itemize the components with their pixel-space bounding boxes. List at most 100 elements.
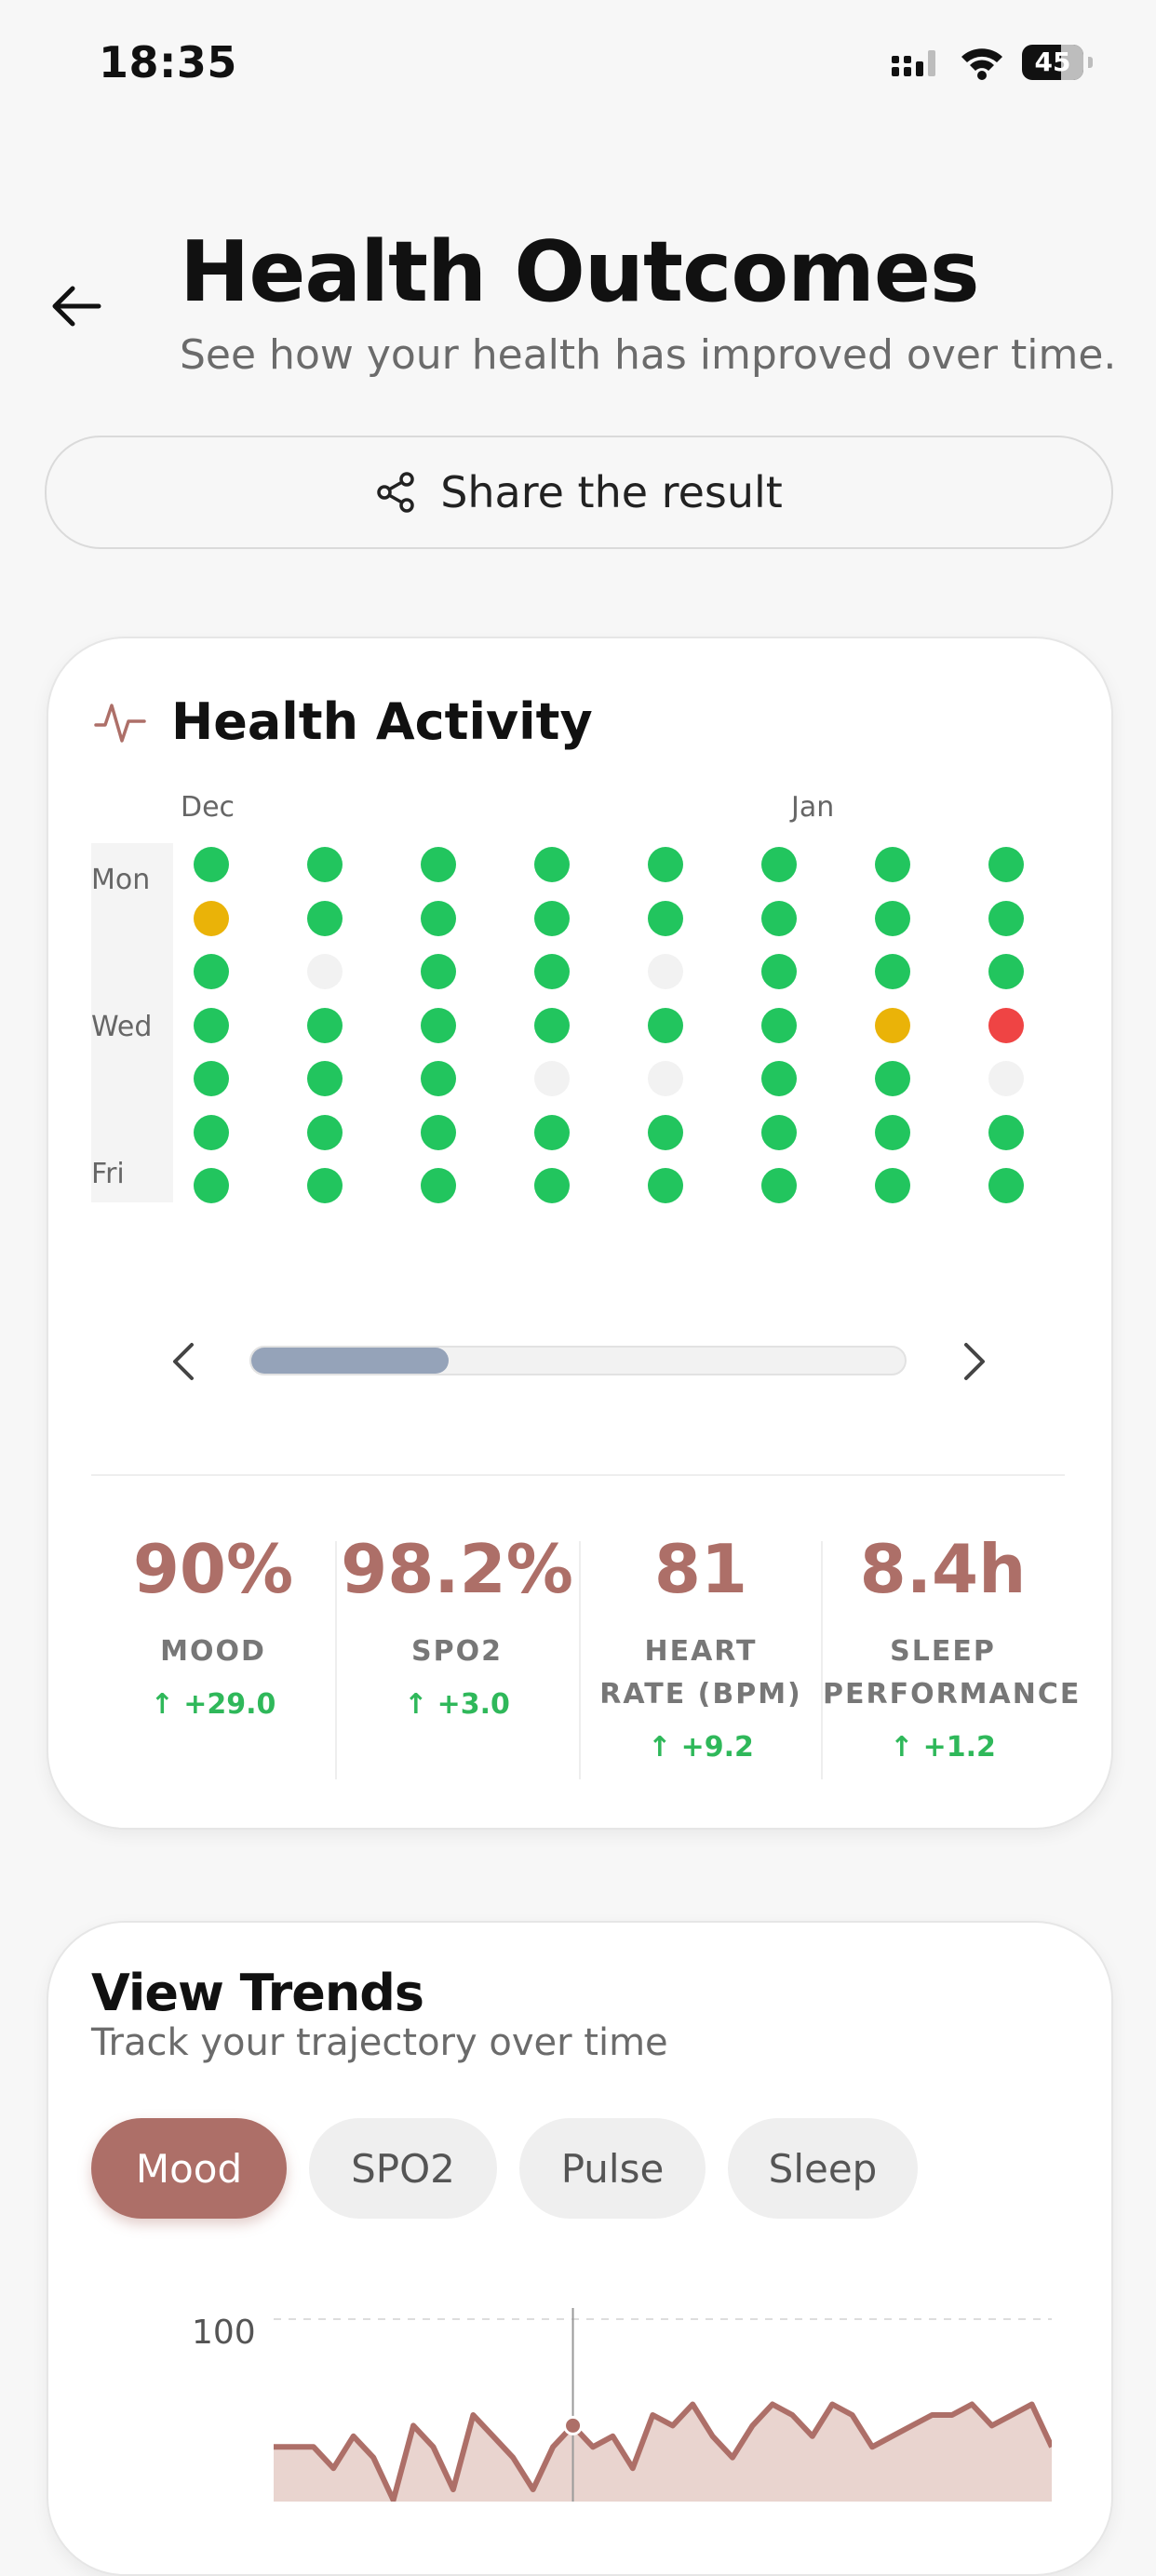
activity-day-dot[interactable] [648, 1061, 683, 1096]
activity-day-dot[interactable] [875, 954, 910, 989]
activity-day-dot[interactable] [875, 1114, 910, 1150]
activity-day-dot[interactable] [988, 1061, 1024, 1096]
tab-sleep[interactable]: Sleep [728, 2118, 918, 2219]
activity-day-dot[interactable] [194, 1061, 229, 1096]
stat-label: HEART RATE (BPM) [599, 1635, 802, 1711]
activity-day-dot[interactable] [534, 1061, 570, 1096]
activity-day-dot[interactable] [988, 1007, 1024, 1043]
activity-day-dot[interactable] [988, 847, 1024, 882]
activity-day-dot[interactable] [307, 1114, 343, 1150]
activity-day-dot[interactable] [875, 847, 910, 882]
activity-day-dot[interactable] [534, 1114, 570, 1150]
health-activity-title: Health Activity [171, 692, 593, 751]
activity-day-dot[interactable] [194, 1007, 229, 1043]
activity-day-dot[interactable] [421, 954, 456, 989]
stats-divider [91, 1474, 1065, 1476]
tab-mood[interactable]: Mood [91, 2118, 287, 2219]
activity-day-dot[interactable] [761, 954, 797, 989]
stat-change: ↑ +1.2 [890, 1731, 996, 1764]
stat-change: ↑ +3.0 [404, 1688, 510, 1721]
mood-series-line [274, 2401, 1052, 2502]
activity-day-dot[interactable] [307, 954, 343, 989]
activity-day-dot[interactable] [534, 1007, 570, 1043]
activity-day-dot[interactable] [988, 1168, 1024, 1203]
activity-day-dot[interactable] [307, 1168, 343, 1203]
activity-day-dot[interactable] [421, 1007, 456, 1043]
stat-value: 8.4h [859, 1530, 1027, 1608]
activity-day-dot[interactable] [875, 1168, 910, 1203]
stat-value: 98.2% [341, 1530, 573, 1608]
activity-day-dot[interactable] [875, 1007, 910, 1043]
status-time: 18:35 [99, 37, 237, 87]
stat-spo2: 98.2% SPO2 ↑ +3.0 [337, 1536, 577, 1721]
activity-day-dot[interactable] [761, 847, 797, 882]
activity-day-dot[interactable] [648, 900, 683, 936]
activity-day-dot[interactable] [421, 900, 456, 936]
activity-day-dot[interactable] [988, 954, 1024, 989]
activity-day-dot[interactable] [534, 847, 570, 882]
month-label-jan: Jan [791, 791, 835, 824]
scroll-left-chevron-icon[interactable] [166, 1340, 199, 1383]
stat-mood: 90% MOOD ↑ +29.0 [93, 1536, 333, 1721]
trends-title: View Trends [91, 1964, 424, 2022]
day-label-mon: Mon [91, 864, 151, 896]
activity-day-dot[interactable] [307, 1061, 343, 1096]
stat-value: 90% [132, 1530, 294, 1608]
activity-day-dot[interactable] [875, 900, 910, 936]
activity-day-dot[interactable] [421, 1114, 456, 1150]
tab-pulse[interactable]: Pulse [519, 2118, 706, 2219]
activity-day-dot[interactable] [194, 1168, 229, 1203]
back-arrow-icon[interactable] [47, 275, 108, 337]
cellular-signal-icon [892, 50, 935, 76]
activity-pulse-icon [94, 704, 146, 743]
day-label-column [91, 843, 173, 1202]
stat-change: ↑ +9.2 [648, 1731, 754, 1764]
heatmap-scroll-thumb[interactable] [251, 1348, 449, 1374]
activity-day-dot[interactable] [421, 1061, 456, 1096]
tab-spo2[interactable]: SPO2 [309, 2118, 497, 2219]
stat-separator [335, 1541, 337, 1779]
stat-value: 81 [653, 1530, 748, 1608]
stat-separator [579, 1541, 581, 1779]
mood-area-fill [274, 2404, 1052, 2502]
activity-day-dot[interactable] [421, 1168, 456, 1203]
activity-day-dot[interactable] [194, 954, 229, 989]
battery-level: 45 [1034, 47, 1071, 77]
activity-day-dot[interactable] [421, 847, 456, 882]
activity-day-dot[interactable] [761, 900, 797, 936]
activity-day-dot[interactable] [761, 1007, 797, 1043]
activity-day-dot[interactable] [534, 1168, 570, 1203]
activity-day-dot[interactable] [988, 1114, 1024, 1150]
page-subtitle: See how your health has improved over ti… [180, 331, 1117, 379]
scroll-right-chevron-icon[interactable] [959, 1340, 992, 1383]
share-result-button[interactable]: Share the result [45, 436, 1113, 549]
activity-day-dot[interactable] [194, 900, 229, 936]
activity-day-dot[interactable] [761, 1114, 797, 1150]
battery-icon: 45 [1022, 45, 1093, 80]
activity-day-dot[interactable] [761, 1168, 797, 1203]
activity-day-dot[interactable] [648, 954, 683, 989]
activity-day-dot[interactable] [875, 1061, 910, 1096]
day-label-fri: Fri [91, 1158, 125, 1190]
day-label-wed: Wed [91, 1011, 153, 1043]
activity-day-dot[interactable] [648, 1114, 683, 1150]
activity-day-dot[interactable] [648, 1007, 683, 1043]
trends-subtitle: Track your trajectory over time [91, 2021, 668, 2064]
stat-change: ↑ +29.0 [150, 1688, 276, 1721]
wifi-icon [961, 48, 1002, 80]
activity-day-dot[interactable] [194, 1114, 229, 1150]
activity-day-dot[interactable] [534, 954, 570, 989]
page-title: Health Outcomes [180, 223, 980, 321]
activity-day-dot[interactable] [761, 1061, 797, 1096]
activity-day-dot[interactable] [307, 900, 343, 936]
activity-day-dot[interactable] [648, 847, 683, 882]
stat-sleep-performance: 8.4h SLEEP PERFORMANCE ↑ +1.2 [823, 1530, 1079, 1764]
activity-day-dot[interactable] [194, 847, 229, 882]
stat-label: MOOD [160, 1635, 266, 1668]
activity-day-dot[interactable] [648, 1168, 683, 1203]
activity-day-dot[interactable] [988, 900, 1024, 936]
share-result-label: Share the result [440, 467, 783, 517]
activity-day-dot[interactable] [307, 847, 343, 882]
activity-day-dot[interactable] [307, 1007, 343, 1043]
activity-day-dot[interactable] [534, 900, 570, 936]
